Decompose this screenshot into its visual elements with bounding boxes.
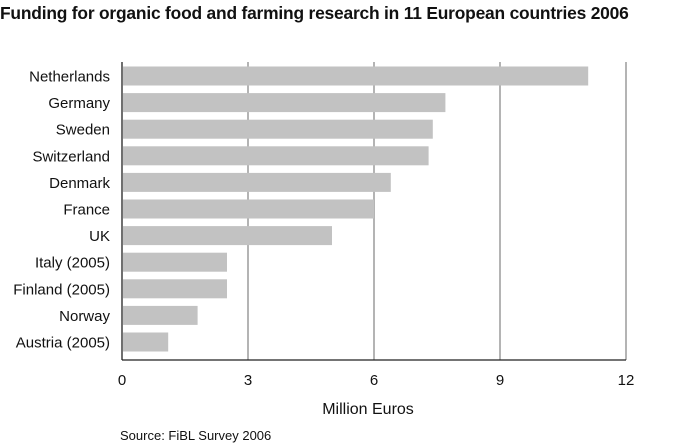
bar bbox=[123, 252, 227, 272]
x-tick-label: 6 bbox=[370, 372, 378, 389]
bar bbox=[123, 146, 429, 166]
source-note: Source: FiBL Survey 2006 bbox=[120, 428, 272, 443]
bar bbox=[123, 119, 433, 139]
category-label: Netherlands bbox=[29, 69, 110, 86]
x-tick-label: 3 bbox=[244, 372, 252, 389]
bar bbox=[123, 226, 332, 246]
category-label: UK bbox=[89, 228, 110, 245]
category-label: Norway bbox=[59, 308, 110, 325]
x-tick-label: 9 bbox=[496, 372, 504, 389]
bar bbox=[123, 279, 227, 299]
category-label: France bbox=[63, 202, 110, 219]
x-tick-labels: 0 3 6 9 12 bbox=[118, 372, 635, 389]
bars bbox=[123, 66, 589, 352]
bar bbox=[123, 66, 589, 86]
category-label: Switzerland bbox=[32, 148, 110, 165]
category-label: Sweden bbox=[56, 122, 110, 139]
x-axis-title: Million Euros bbox=[322, 401, 414, 418]
x-tick-label: 0 bbox=[118, 372, 126, 389]
bar bbox=[123, 332, 169, 352]
chart-title: Funding for organic food and farming res… bbox=[0, 3, 629, 23]
category-labels: Netherlands Germany Sweden Switzerland Denma… bbox=[13, 69, 110, 352]
bar bbox=[123, 93, 446, 113]
category-label: Denmark bbox=[49, 175, 110, 192]
category-label: Finland (2005) bbox=[13, 281, 110, 298]
category-label: Germany bbox=[48, 95, 110, 112]
bar bbox=[123, 199, 374, 219]
x-tick-label: 12 bbox=[618, 372, 635, 389]
category-label: Austria (2005) bbox=[16, 335, 110, 352]
bar bbox=[123, 172, 391, 192]
category-label: Italy (2005) bbox=[35, 255, 110, 272]
bar bbox=[123, 305, 198, 325]
